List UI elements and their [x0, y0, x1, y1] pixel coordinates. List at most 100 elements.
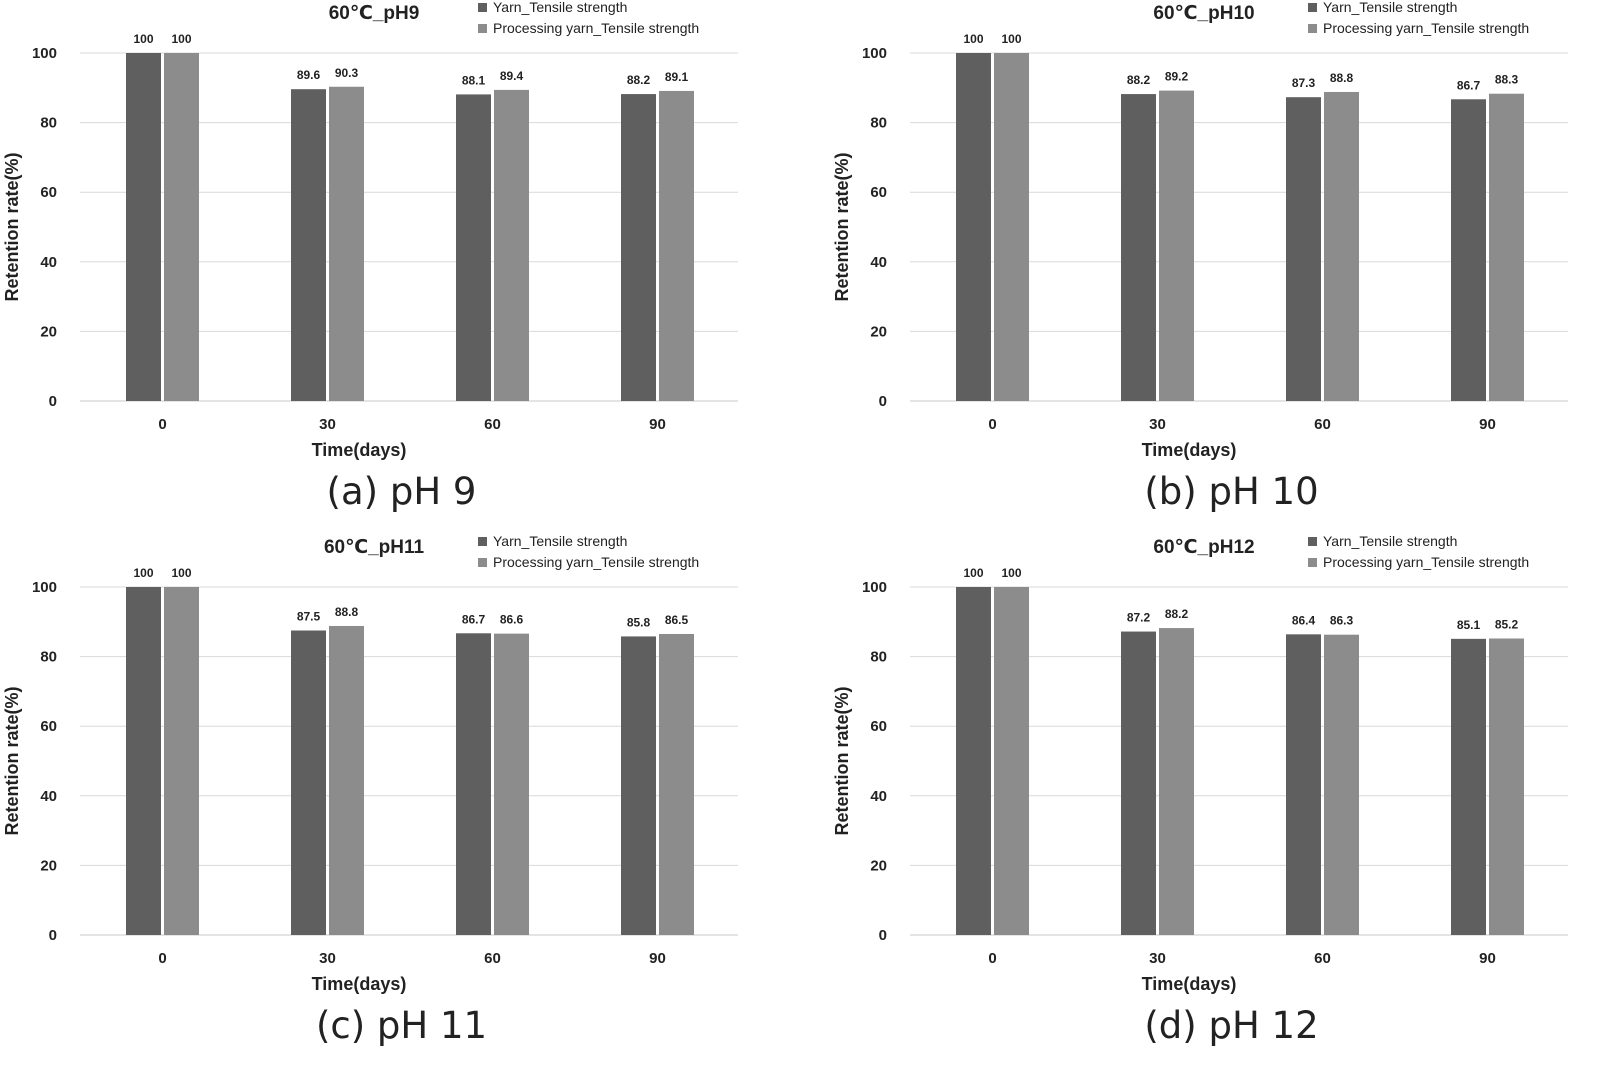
data-label: 88.2	[1165, 607, 1189, 621]
y-tick-label: 40	[40, 254, 57, 271]
bar-0-0	[126, 53, 161, 401]
y-tick-label: 60	[870, 184, 887, 201]
x-tick-label: 0	[158, 416, 166, 433]
chart-title: 60℃_pH10	[1153, 3, 1254, 24]
bar-1-1	[329, 86, 364, 402]
bar-1-1	[1159, 628, 1194, 935]
data-label: 88.1	[462, 73, 486, 87]
bar-1-0	[291, 630, 326, 935]
x-axis-title: Time(days)	[312, 974, 407, 994]
y-tick-label: 100	[862, 45, 887, 62]
bar-3-0	[621, 636, 656, 935]
bar-3-0	[1451, 99, 1486, 401]
x-tick-label: 90	[649, 950, 666, 967]
panel-caption: (a) pH 9	[326, 470, 477, 513]
data-label: 86.7	[1457, 78, 1481, 92]
chart-panel-0: 0 20 40 60 80 100 100 100 0 89.6 90.3 30 88.1 89.4 60 8…	[0, 0, 803, 538]
y-axis-title: Retention rate(%)	[2, 686, 22, 835]
data-label: 100	[171, 32, 191, 46]
y-tick-label: 0	[49, 393, 57, 410]
bar-3-1	[659, 90, 694, 401]
legend-label: Yarn_Tensile strength	[493, 0, 627, 15]
bar-0-0	[956, 53, 991, 401]
bar-1-1	[329, 625, 364, 935]
y-tick-label: 100	[862, 579, 887, 596]
data-label: 90.3	[335, 66, 359, 80]
y-tick-label: 60	[40, 718, 57, 735]
data-label: 88.3	[1495, 73, 1519, 87]
legend-swatch	[478, 24, 487, 33]
data-label: 86.6	[500, 613, 524, 627]
y-tick-label: 100	[32, 45, 57, 62]
x-tick-label: 60	[1314, 416, 1331, 433]
data-label: 89.2	[1165, 70, 1189, 84]
x-axis-title: Time(days)	[312, 440, 407, 460]
legend-swatch	[1308, 24, 1317, 33]
data-label: 89.4	[500, 69, 524, 83]
y-tick-label: 80	[870, 649, 887, 666]
y-tick-label: 20	[40, 323, 57, 340]
y-tick-label: 80	[870, 115, 887, 132]
y-axis-title: Retention rate(%)	[832, 152, 852, 301]
data-label: 89.1	[665, 70, 689, 84]
x-tick-label: 90	[1479, 416, 1496, 433]
data-label: 86.7	[462, 612, 486, 626]
bar-2-1	[1324, 634, 1359, 935]
legend-swatch	[478, 3, 487, 12]
bar-0-1	[994, 53, 1029, 401]
bar-0-0	[126, 587, 161, 935]
bar-2-0	[456, 633, 491, 935]
legend-label: Yarn_Tensile strength	[1323, 0, 1457, 15]
panel-caption: (c) pH 11	[315, 1004, 488, 1047]
legend-swatch	[1308, 537, 1317, 546]
data-label: 100	[171, 566, 191, 580]
data-label: 100	[1001, 566, 1021, 580]
bar-0-1	[994, 587, 1029, 935]
bar-2-1	[1324, 91, 1359, 401]
legend-label: Processing yarn_Tensile strength	[1323, 554, 1529, 570]
chart-panel-2: 0 20 40 60 80 100 100 100 0 87.5 88.8 30 86.7 86.6 60 8…	[0, 533, 803, 1072]
x-tick-label: 0	[988, 950, 996, 967]
x-tick-label: 30	[319, 416, 336, 433]
bar-3-1	[1489, 638, 1524, 935]
chart-title: 60℃_pH12	[1153, 537, 1254, 558]
y-tick-label: 0	[879, 393, 887, 410]
panel-caption: (b) pH 10	[1144, 470, 1319, 513]
data-label: 100	[133, 32, 153, 46]
y-tick-label: 100	[32, 579, 57, 596]
chart-svg: 0 20 40 60 80 100 100 100 0 88.2 89.2 30 87.3 88.8 60 8…	[832, 0, 1568, 460]
chart-svg: 0 20 40 60 80 100 100 100 0 87.5 88.8 30 86.7 86.6 60 8…	[2, 533, 738, 994]
data-label: 88.2	[627, 73, 651, 87]
x-tick-label: 60	[484, 416, 501, 433]
legend-label: Processing yarn_Tensile strength	[493, 20, 699, 36]
y-tick-label: 40	[870, 254, 887, 271]
y-axis-title: Retention rate(%)	[832, 686, 852, 835]
bar-1-0	[1121, 631, 1156, 935]
data-label: 87.2	[1127, 611, 1151, 625]
x-tick-label: 0	[988, 416, 996, 433]
legend-swatch	[478, 537, 487, 546]
data-label: 85.1	[1457, 618, 1481, 632]
x-tick-label: 30	[319, 950, 336, 967]
bar-2-0	[1286, 97, 1321, 402]
x-tick-label: 0	[158, 950, 166, 967]
x-axis-title: Time(days)	[1142, 440, 1237, 460]
y-tick-label: 20	[870, 323, 887, 340]
data-label: 85.8	[627, 615, 651, 629]
panel-caption: (d) pH 12	[1144, 1004, 1319, 1047]
x-tick-label: 60	[484, 950, 501, 967]
chart-svg: 0 20 40 60 80 100 100 100 0 87.2 88.2 30 86.4 86.3 60 8…	[832, 533, 1568, 994]
x-tick-label: 30	[1149, 416, 1166, 433]
chart-panel-3: 0 20 40 60 80 100 100 100 0 87.2 88.2 30 86.4 86.3 60 8…	[830, 533, 1606, 1072]
bar-2-1	[494, 89, 529, 401]
y-tick-label: 40	[40, 788, 57, 805]
data-label: 100	[963, 566, 983, 580]
bar-3-0	[621, 94, 656, 402]
data-label: 88.8	[335, 605, 359, 619]
legend-label: Processing yarn_Tensile strength	[493, 554, 699, 570]
y-tick-label: 20	[40, 857, 57, 874]
legend-label: Yarn_Tensile strength	[493, 533, 627, 549]
legend-swatch	[1308, 3, 1317, 12]
data-label: 86.3	[1330, 614, 1354, 628]
